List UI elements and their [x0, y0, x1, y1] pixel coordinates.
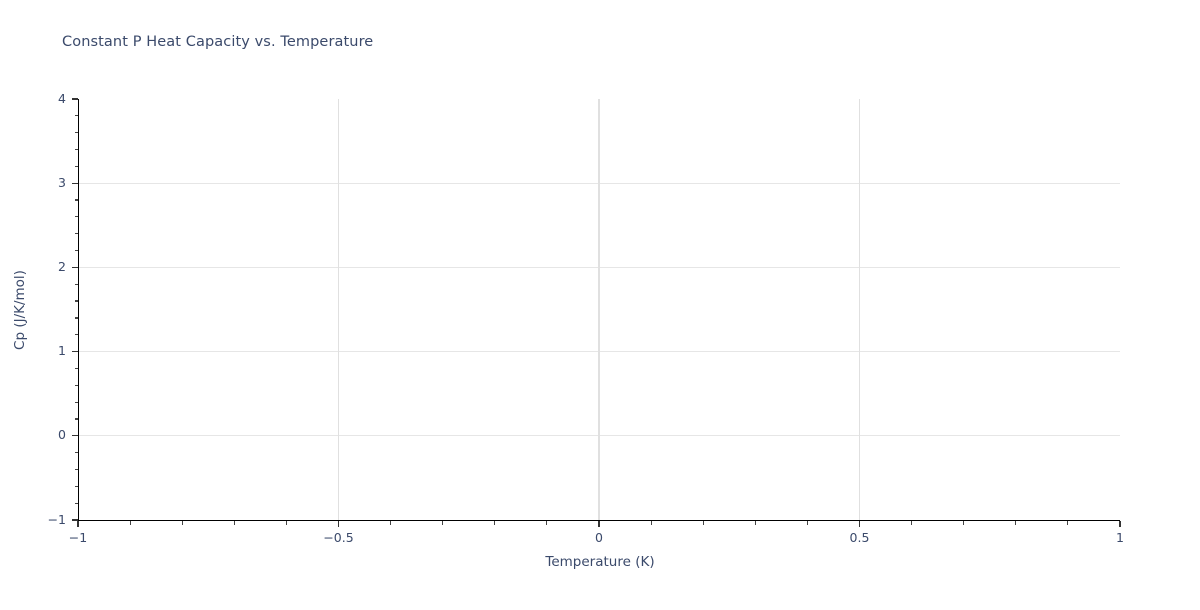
x-tick-minor: [494, 521, 496, 525]
x-tick-label: −0.5: [323, 530, 354, 545]
x-tick-major: [337, 521, 340, 527]
y-axis-spine: [78, 99, 80, 521]
x-tick-minor: [754, 521, 756, 525]
x-tick-major: [1119, 521, 1121, 527]
x-tick-major: [77, 521, 79, 527]
y-tick-minor: [74, 384, 78, 386]
y-tick-label: 3: [58, 174, 66, 190]
y-tick-minor: [74, 485, 78, 487]
x-tick-minor: [806, 521, 808, 525]
x-axis-label: Temperature (K): [545, 554, 655, 570]
y-tick-major: [72, 519, 78, 521]
x-tick-minor: [546, 521, 548, 525]
x-tick-major: [858, 521, 861, 527]
y-tick-label: −1: [47, 511, 66, 527]
x-tick-label: 0.5: [849, 530, 870, 545]
y-tick-minor: [74, 199, 78, 201]
y-tick-minor: [74, 249, 78, 252]
y-tick-minor: [74, 148, 78, 151]
y-tick-minor: [74, 216, 78, 218]
x-tick-minor: [233, 521, 235, 525]
x-tick-minor: [650, 521, 652, 525]
x-tick-minor: [963, 521, 965, 525]
chart-title: Constant P Heat Capacity vs. Temperature: [62, 34, 374, 50]
y-tick-minor: [74, 367, 78, 370]
y-tick-minor: [74, 418, 78, 420]
y-tick-minor: [74, 233, 78, 235]
y-tick-minor: [74, 283, 78, 285]
y-tick-minor: [74, 115, 78, 117]
x-tick-minor: [181, 521, 183, 525]
x-tick-label: 0: [595, 530, 603, 545]
gridline-vertical: [598, 99, 600, 520]
y-tick-label: 1: [58, 343, 66, 359]
y-tick-minor: [74, 317, 78, 319]
y-tick-major: [72, 182, 78, 184]
x-tick-major: [598, 521, 600, 527]
x-tick-minor: [442, 521, 444, 525]
y-tick-major: [72, 350, 78, 353]
y-tick-label: 2: [58, 258, 66, 274]
y-tick-major: [72, 266, 78, 269]
x-tick-minor: [285, 521, 287, 525]
x-tick-minor: [390, 521, 392, 525]
x-tick-minor: [129, 521, 131, 525]
y-tick-major: [72, 98, 78, 100]
x-axis-spine: [78, 519, 1120, 521]
y-tick-label: 0: [58, 427, 66, 443]
x-tick-minor: [1015, 521, 1017, 525]
x-tick-label: −1: [68, 530, 88, 545]
y-tick-label: 4: [58, 90, 66, 106]
x-tick-minor: [911, 521, 913, 525]
y-tick-major: [72, 435, 78, 437]
y-tick-minor: [74, 132, 78, 134]
gridline-vertical: [337, 99, 340, 520]
y-tick-minor: [74, 401, 78, 403]
x-tick-minor: [1067, 521, 1069, 525]
y-tick-minor: [74, 165, 78, 167]
plot-area: [72, 98, 1120, 521]
y-tick-minor: [74, 502, 78, 504]
y-tick-minor: [74, 334, 78, 336]
y-tick-minor: [74, 452, 78, 454]
gridline-vertical: [858, 99, 861, 520]
x-tick-label: 1: [1116, 530, 1124, 545]
y-tick-minor: [74, 468, 78, 471]
x-tick-minor: [702, 521, 704, 525]
y-tick-minor: [74, 300, 78, 302]
x-axis-ticks: [77, 521, 1121, 529]
